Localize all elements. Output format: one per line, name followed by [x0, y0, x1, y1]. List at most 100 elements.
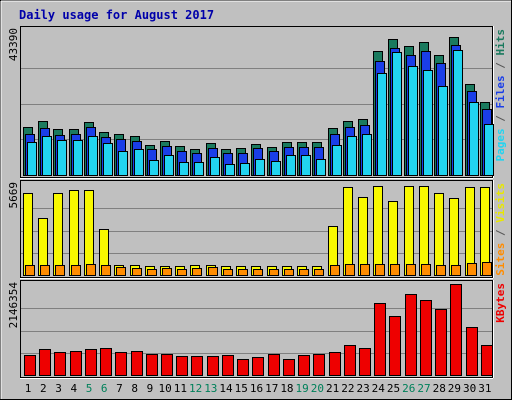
x-tick-label-day-5: 5: [86, 382, 93, 395]
bar-visitors-visits-day-1: [23, 193, 33, 276]
bar-visitors-sites-day-21: [330, 265, 340, 276]
bar-visitors-sites-day-13: [208, 267, 218, 276]
bar-visitors-sites-day-6: [101, 265, 111, 276]
bar-visitors-visits-day-3: [53, 193, 63, 276]
bar-visitors-sites-day-17: [269, 269, 279, 276]
series-axis-label-part: /: [494, 223, 507, 243]
bar-kbytes-kbytes-day-8: [131, 351, 143, 376]
x-tick-label-day-9: 9: [147, 382, 154, 395]
bar-visitors-visits-day-29: [449, 198, 459, 276]
series-axis-label-part: Hits: [494, 29, 507, 56]
x-tick-label-day-30: 30: [463, 382, 476, 395]
bar-requests-pages-day-9: [149, 160, 159, 176]
x-tick-label-day-23: 23: [356, 382, 369, 395]
bar-requests-pages-day-6: [103, 143, 113, 176]
bar-requests-pages-day-12: [194, 162, 204, 176]
bar-visitors-sites-day-19: [299, 269, 309, 276]
bar-requests-pages-day-13: [210, 157, 220, 176]
bar-visitors-sites-day-8: [132, 268, 142, 276]
bar-requests-pages-day-3: [57, 140, 67, 176]
bar-visitors-sites-day-27: [421, 264, 431, 276]
x-tick-label-day-19: 19: [296, 382, 309, 395]
bar-requests-pages-day-21: [332, 145, 342, 176]
bar-visitors-visits-day-30: [465, 187, 475, 276]
bar-kbytes-kbytes-day-21: [329, 352, 341, 376]
bar-kbytes-kbytes-day-7: [115, 352, 127, 376]
x-tick-label-day-1: 1: [25, 382, 32, 395]
x-tick-label-day-11: 11: [174, 382, 187, 395]
x-tick-label-day-31: 31: [478, 382, 491, 395]
bar-kbytes-kbytes-day-19: [298, 355, 310, 376]
bar-kbytes-kbytes-day-22: [344, 345, 356, 376]
x-tick-label-day-22: 22: [341, 382, 354, 395]
x-tick-label-day-26: 26: [402, 382, 415, 395]
x-tick-label-day-4: 4: [70, 382, 77, 395]
bar-kbytes-kbytes-day-9: [146, 354, 158, 376]
bar-kbytes-kbytes-day-28: [435, 309, 447, 376]
series-axis-label-part: Pages: [494, 128, 507, 161]
bar-visitors-sites-day-26: [406, 264, 416, 276]
bar-kbytes-kbytes-day-16: [252, 357, 264, 376]
bar-visitors-sites-day-14: [223, 269, 233, 276]
bar-visitors-sites-day-25: [390, 264, 400, 276]
series-axis-label-requests: Pages / Files / Hits: [494, 29, 507, 162]
bar-visitors-sites-day-29: [451, 265, 461, 276]
x-tick-label-day-6: 6: [101, 382, 108, 395]
x-tick-label-day-13: 13: [204, 382, 217, 395]
series-axis-label-part: KBytes: [494, 283, 507, 323]
x-tick-label-day-12: 12: [189, 382, 202, 395]
bar-kbytes-kbytes-day-18: [283, 359, 295, 376]
x-tick-label-day-2: 2: [40, 382, 47, 395]
x-tick-label-day-3: 3: [55, 382, 62, 395]
bar-visitors-sites-day-23: [360, 264, 370, 276]
bar-requests-pages-day-2: [42, 136, 52, 176]
bar-visitors-sites-day-24: [375, 264, 385, 276]
bar-kbytes-kbytes-day-26: [405, 294, 417, 376]
bar-visitors-sites-day-1: [25, 265, 35, 276]
y-max-label-visitors: 5669: [7, 182, 20, 209]
bar-requests-pages-day-27: [423, 70, 433, 176]
bar-kbytes-kbytes-day-6: [100, 348, 112, 376]
bar-requests-pages-day-28: [438, 86, 448, 176]
bar-kbytes-kbytes-day-17: [268, 354, 280, 376]
bar-requests-pages-day-23: [362, 134, 372, 176]
series-axis-label-part: /: [494, 56, 507, 76]
bar-requests-pages-day-4: [73, 140, 83, 176]
bar-visitors-sites-day-5: [86, 264, 96, 276]
series-axis-label-part: Visits: [494, 183, 507, 223]
bar-kbytes-kbytes-day-23: [359, 348, 371, 376]
bar-visitors-visits-day-24: [373, 186, 383, 276]
bar-kbytes-kbytes-day-31: [481, 345, 493, 376]
bar-requests-pages-day-8: [134, 149, 144, 176]
bar-visitors-sites-day-16: [253, 269, 263, 276]
bar-kbytes-kbytes-day-3: [54, 352, 66, 376]
x-tick-label-day-27: 27: [417, 382, 430, 395]
bar-visitors-visits-day-4: [69, 190, 79, 276]
x-tick-label-day-7: 7: [116, 382, 123, 395]
bar-visitors-sites-day-18: [284, 269, 294, 276]
y-max-label-kbytes: 2146354: [7, 282, 20, 329]
bar-requests-pages-day-14: [225, 164, 235, 176]
bar-kbytes-kbytes-day-5: [85, 349, 97, 376]
bar-requests-pages-day-5: [88, 136, 98, 176]
bar-requests-pages-day-18: [286, 155, 296, 176]
bar-kbytes-kbytes-day-14: [222, 355, 234, 376]
bar-visitors-sites-day-3: [55, 265, 65, 276]
bar-visitors-visits-day-26: [404, 186, 414, 276]
bar-visitors-visits-day-27: [419, 186, 429, 276]
bar-visitors-sites-day-11: [177, 269, 187, 276]
bar-kbytes-kbytes-day-24: [374, 303, 386, 376]
bar-requests-pages-day-16: [255, 159, 265, 176]
bar-visitors-sites-day-10: [162, 268, 172, 276]
bar-visitors-sites-day-4: [71, 265, 81, 276]
series-axis-label-visitors: Sites / Visits: [494, 183, 507, 276]
x-tick-label-day-14: 14: [219, 382, 233, 395]
bar-requests-pages-day-10: [164, 155, 174, 176]
x-tick-label-day-29: 29: [448, 382, 461, 395]
chart-title: Daily usage for August 2017: [19, 8, 214, 22]
bar-requests-pages-day-22: [347, 136, 357, 176]
bar-visitors-sites-day-22: [345, 264, 355, 276]
x-tick-label-day-15: 15: [235, 382, 248, 395]
x-tick-label-day-20: 20: [311, 382, 324, 395]
